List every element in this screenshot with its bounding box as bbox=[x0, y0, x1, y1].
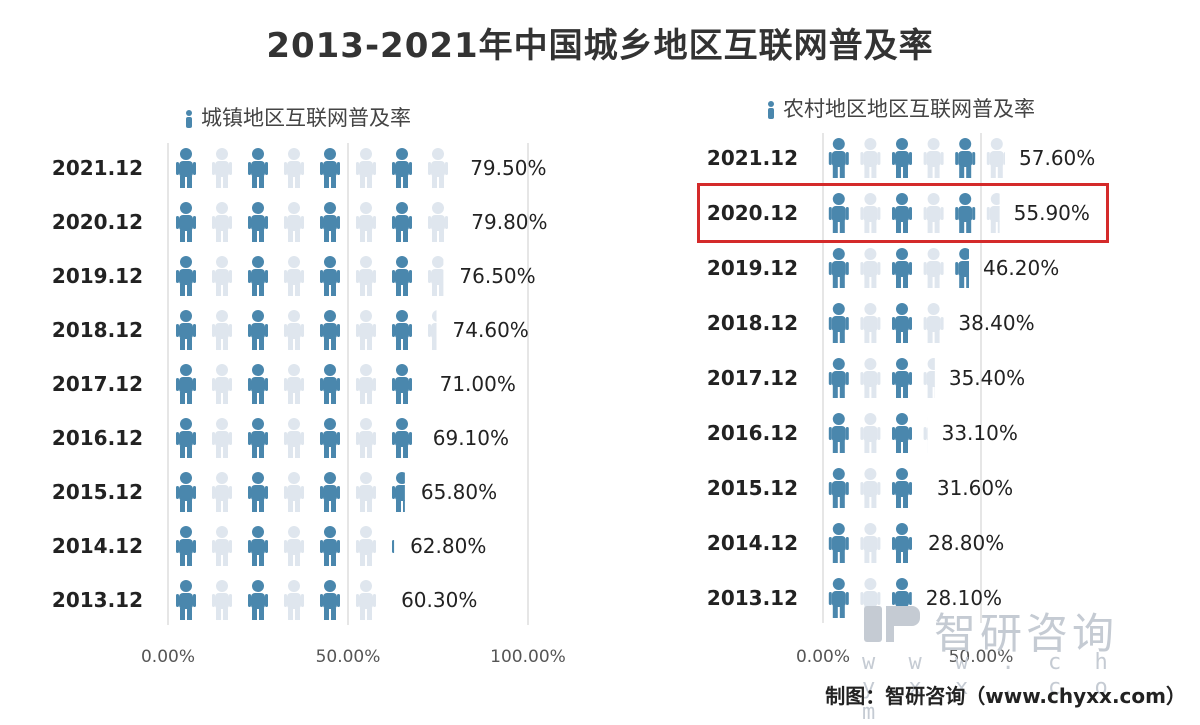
value-label: 28.10% bbox=[926, 586, 1002, 610]
category-label: 2017.12 bbox=[52, 372, 143, 396]
value-label: 74.60% bbox=[453, 318, 529, 342]
value-label: 76.50% bbox=[459, 264, 535, 288]
pictograph-bar bbox=[828, 523, 912, 563]
pictograph-bar bbox=[828, 303, 944, 343]
value-label: 38.40% bbox=[958, 311, 1034, 335]
legend-person-icon bbox=[186, 110, 192, 128]
pictograph-bar bbox=[828, 468, 912, 508]
value-label: 69.10% bbox=[433, 426, 509, 450]
rural-legend: 农村地区地区互联网普及率 bbox=[765, 93, 1035, 123]
value-label: 79.50% bbox=[470, 156, 546, 180]
value-label: 57.60% bbox=[1019, 146, 1095, 170]
x-tick-label: 0.00% bbox=[141, 647, 195, 667]
value-label: 28.80% bbox=[928, 531, 1004, 555]
category-label: 2016.12 bbox=[52, 426, 143, 450]
category-label: 2018.12 bbox=[52, 318, 143, 342]
pictograph-bar bbox=[176, 310, 437, 350]
urban-chart-panel: 城镇地区互联网普及率 0.00% 50.00% 100.00% 2021.12 79.5… bbox=[0, 90, 600, 690]
pictograph-bar bbox=[176, 580, 376, 620]
rural-legend-label: 农村地区地区互联网普及率 bbox=[783, 97, 1035, 121]
value-label: 55.90% bbox=[1014, 201, 1090, 225]
chart-title: 2013-2021年中国城乡地区互联网普及率 bbox=[266, 26, 934, 66]
value-label: 62.80% bbox=[410, 534, 486, 558]
category-label: 2019.12 bbox=[52, 264, 143, 288]
x-tick-label: 0.00% bbox=[796, 647, 850, 667]
category-label: 2017.12 bbox=[707, 366, 798, 390]
category-label: 2021.12 bbox=[707, 146, 798, 170]
category-label: 2015.12 bbox=[707, 476, 798, 500]
urban-legend-label: 城镇地区互联网普及率 bbox=[201, 106, 411, 130]
pictograph-bar bbox=[176, 202, 448, 242]
category-label: 2020.12 bbox=[52, 210, 143, 234]
pictograph-bar bbox=[828, 358, 935, 398]
value-label: 60.30% bbox=[401, 588, 477, 612]
value-label: 31.60% bbox=[937, 476, 1013, 500]
source-credit: 制图：智研咨询（www.chyxx.com） bbox=[825, 684, 1186, 708]
value-label: 79.80% bbox=[471, 210, 547, 234]
category-label: 2018.12 bbox=[707, 311, 798, 335]
rural-pictograph-chart: 0.00% 50.00% 2021.12 57.60% 2020.12 55.90% 201… bbox=[707, 133, 1095, 667]
category-label: 2019.12 bbox=[707, 256, 798, 280]
value-label: 65.80% bbox=[421, 480, 497, 504]
pictograph-bar bbox=[828, 193, 1000, 233]
legend-person-icon bbox=[768, 101, 774, 119]
value-label: 33.10% bbox=[942, 421, 1018, 445]
pictograph-bar bbox=[176, 148, 448, 188]
category-label: 2014.12 bbox=[52, 534, 143, 558]
x-tick-label: 100.00% bbox=[490, 647, 566, 667]
pictograph-bar bbox=[176, 526, 395, 566]
category-label: 2014.12 bbox=[707, 531, 798, 555]
pictograph-bar bbox=[828, 138, 1006, 178]
pictograph-bar bbox=[176, 256, 444, 296]
category-label: 2013.12 bbox=[707, 586, 798, 610]
category-label: 2021.12 bbox=[52, 156, 143, 180]
value-label: 46.20% bbox=[983, 256, 1059, 280]
category-label: 2020.12 bbox=[707, 201, 798, 225]
pictograph-bar bbox=[176, 418, 412, 458]
pictograph-bar bbox=[828, 413, 928, 453]
x-tick-label: 50.00% bbox=[316, 647, 381, 667]
value-label: 71.00% bbox=[440, 372, 516, 396]
x-tick-label: 50.00% bbox=[949, 647, 1014, 667]
category-label: 2016.12 bbox=[707, 421, 798, 445]
pictograph-bar bbox=[828, 248, 969, 288]
urban-legend: 城镇地区互联网普及率 bbox=[183, 102, 411, 132]
category-label: 2013.12 bbox=[52, 588, 143, 612]
pictograph-bar bbox=[176, 364, 412, 404]
rural-chart-panel: 农村地区地区互联网普及率 0.00% 50.00% 2021.12 57.60% 202… bbox=[600, 90, 1200, 690]
category-label: 2015.12 bbox=[52, 480, 143, 504]
value-label: 35.40% bbox=[949, 366, 1025, 390]
pictograph-bar bbox=[176, 472, 405, 512]
urban-pictograph-chart: 0.00% 50.00% 100.00% 2021.12 79.50% 2020.12 79… bbox=[52, 143, 566, 667]
pictograph-bar bbox=[828, 578, 912, 618]
